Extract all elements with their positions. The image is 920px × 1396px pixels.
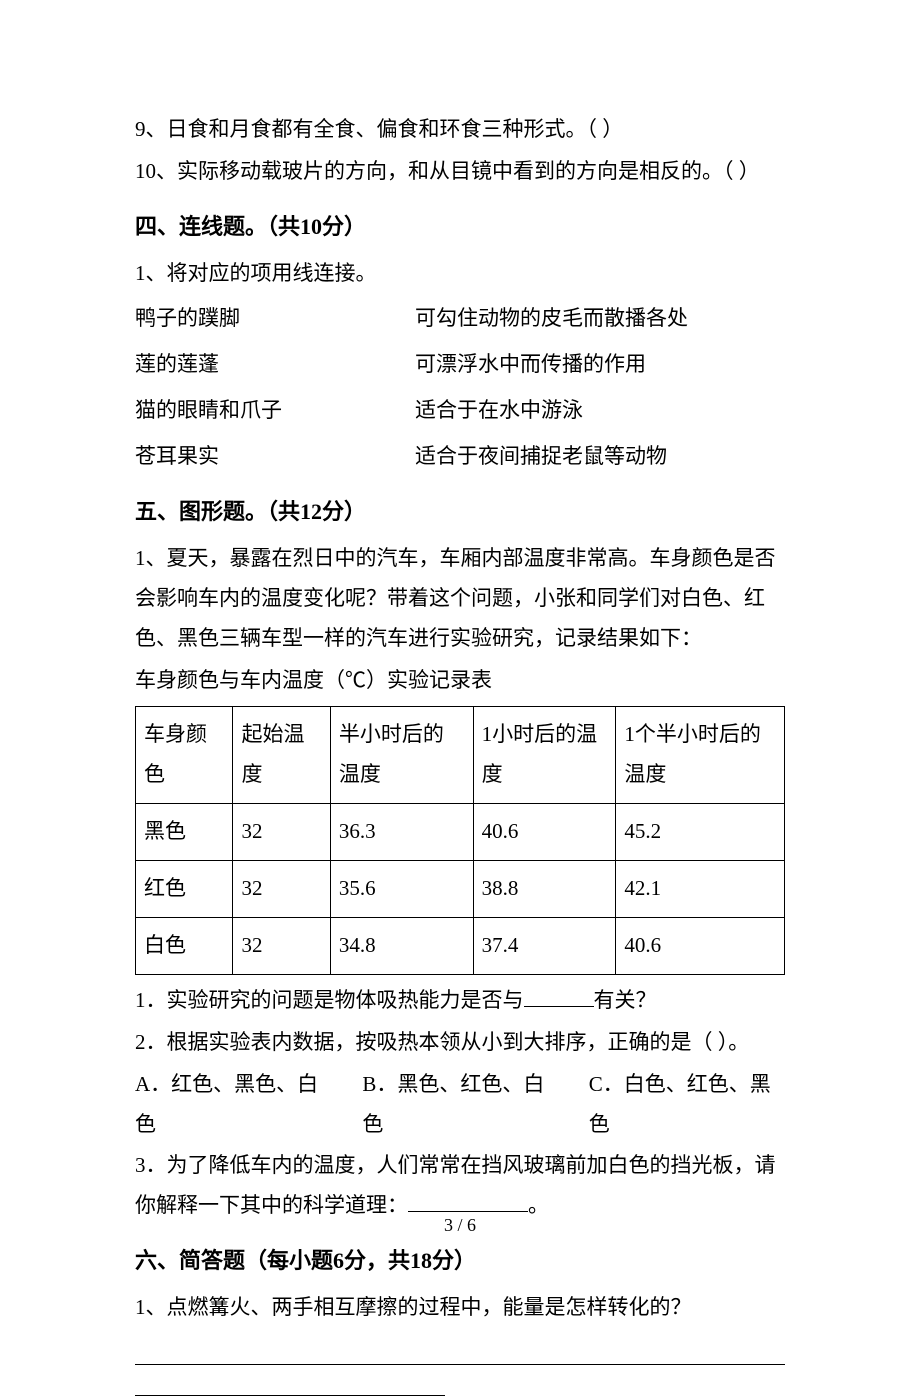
match-row: 苍耳果实 适合于夜间捕捉老鼠等动物 xyxy=(135,437,785,477)
match-right: 适合于在水中游泳 xyxy=(415,391,785,431)
table-row: 红色 32 35.6 38.8 42.1 xyxy=(136,861,785,918)
section4-heading: 四、连线题。（共10分） xyxy=(135,206,785,248)
sec5-q2: 2．根据实验表内数据，按吸热本领从小到大排序，正确的是（ ）。 xyxy=(135,1023,785,1063)
answer-line[interactable] xyxy=(135,1342,785,1365)
table-cell: 45.2 xyxy=(616,804,785,861)
table-cell: 32 xyxy=(233,861,330,918)
table-row: 黑色 32 36.3 40.6 45.2 xyxy=(136,804,785,861)
sec6-q1: 1、点燃篝火、两手相互摩擦的过程中，能量是怎样转化的？ xyxy=(135,1288,785,1328)
table-cell: 34.8 xyxy=(330,917,473,974)
answer-lines xyxy=(135,1342,785,1396)
experiment-table: 车身颜色 起始温度 半小时后的温度 1小时后的温度 1个半小时后的温度 黑色 3… xyxy=(135,706,785,974)
page-footer: 3 / 6 xyxy=(0,1208,920,1242)
match-left: 莲的莲蓬 xyxy=(135,345,415,385)
table-header-row: 车身颜色 起始温度 半小时后的温度 1小时后的温度 1个半小时后的温度 xyxy=(136,707,785,804)
table-cell: 38.8 xyxy=(473,861,616,918)
option-c[interactable]: C．白色、红色、黑色 xyxy=(589,1065,785,1145)
table-cell: 37.4 xyxy=(473,917,616,974)
option-b[interactable]: B．黑色、红色、白色 xyxy=(362,1065,558,1145)
tf-q10: 10、实际移动载玻片的方向，和从目镜中看到的方向是相反的。（ ） xyxy=(135,152,785,192)
option-a[interactable]: A．红色、黑色、白色 xyxy=(135,1065,332,1145)
table-cell: 36.3 xyxy=(330,804,473,861)
table-cell: 32 xyxy=(233,804,330,861)
table-header: 1个半小时后的温度 xyxy=(616,707,785,804)
table-cell: 42.1 xyxy=(616,861,785,918)
table-cell: 40.6 xyxy=(616,917,785,974)
section4-intro: 1、将对应的项用线连接。 xyxy=(135,254,785,294)
table-header: 车身颜色 xyxy=(136,707,233,804)
match-right: 可勾住动物的皮毛而散播各处 xyxy=(415,299,785,339)
table-row: 白色 32 34.8 37.4 40.6 xyxy=(136,917,785,974)
table-cell: 40.6 xyxy=(473,804,616,861)
blank-fill[interactable] xyxy=(524,985,594,1007)
section5-intro: 1、夏天，暴露在烈日中的汽车，车厢内部温度非常高。车身颜色是否会影响车内的温度变… xyxy=(135,539,785,659)
sec5-q1-text-a: 1．实验研究的问题是物体吸热能力是否与 xyxy=(135,988,524,1012)
match-right: 可漂浮水中而传播的作用 xyxy=(415,345,785,385)
match-row: 鸭子的蹼脚 可勾住动物的皮毛而散播各处 xyxy=(135,299,785,339)
table-header: 半小时后的温度 xyxy=(330,707,473,804)
table-caption: 车身颜色与车内温度（℃）实验记录表 xyxy=(135,661,785,701)
sec5-q1: 1．实验研究的问题是物体吸热能力是否与 有关？ xyxy=(135,981,785,1021)
table-header: 1小时后的温度 xyxy=(473,707,616,804)
sec5-q2-options: A．红色、黑色、白色 B．黑色、红色、白色 C．白色、红色、黑色 xyxy=(135,1065,785,1145)
match-left: 鸭子的蹼脚 xyxy=(135,299,415,339)
match-row: 猫的眼睛和爪子 适合于在水中游泳 xyxy=(135,391,785,431)
table-header: 起始温度 xyxy=(233,707,330,804)
table-cell: 红色 xyxy=(136,861,233,918)
table-cell: 32 xyxy=(233,917,330,974)
table-cell: 35.6 xyxy=(330,861,473,918)
sec5-q1-text-b: 有关？ xyxy=(594,988,657,1012)
match-left: 苍耳果实 xyxy=(135,437,415,477)
tf-q9: 9、日食和月食都有全食、偏食和环食三种形式。（ ） xyxy=(135,110,785,150)
match-left: 猫的眼睛和爪子 xyxy=(135,391,415,431)
section5-heading: 五、图形题。（共12分） xyxy=(135,491,785,533)
match-row: 莲的莲蓬 可漂浮水中而传播的作用 xyxy=(135,345,785,385)
table-cell: 黑色 xyxy=(136,804,233,861)
match-right: 适合于夜间捕捉老鼠等动物 xyxy=(415,437,785,477)
section6-heading: 六、简答题（每小题6分，共18分） xyxy=(135,1240,785,1282)
table-cell: 白色 xyxy=(136,917,233,974)
answer-line[interactable] xyxy=(135,1373,445,1396)
